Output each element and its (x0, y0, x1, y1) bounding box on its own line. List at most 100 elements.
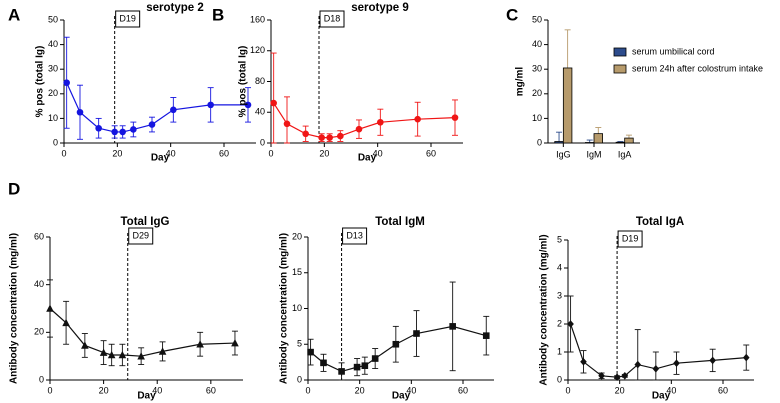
x-tick-label: 0 (61, 148, 66, 158)
y-tick-label: 40 (48, 39, 58, 49)
x-tick-label: 40 (666, 385, 676, 395)
y-tick-label: 0 (297, 374, 302, 384)
x-tick-label: 20 (355, 385, 365, 395)
marker (270, 99, 277, 107)
y-tick-label: 40 (532, 39, 542, 49)
x-tick-label: IgA (618, 149, 632, 159)
marker (231, 338, 239, 347)
y-tick-label: 3 (557, 290, 562, 300)
annotation-box (319, 10, 345, 28)
error-bar (270, 52, 277, 144)
marker (99, 348, 108, 356)
panel-label: A (8, 5, 20, 24)
y-axis-label: mg/ml (515, 67, 526, 97)
y-tick-label: 0 (537, 137, 542, 147)
chart-title: Total IgM (375, 216, 425, 228)
bar (624, 137, 634, 144)
x-tick-label: 40 (152, 385, 162, 395)
marker (107, 350, 116, 359)
marker (307, 348, 314, 356)
marker (482, 332, 490, 339)
marker (451, 114, 459, 121)
marker (196, 340, 204, 348)
y-tick-label: 50 (48, 14, 58, 24)
y-axis-label: Antibody concentration (mg/ml) (539, 234, 550, 385)
y-tick-label: 0 (557, 374, 562, 384)
x-axis-label: Day (652, 391, 671, 402)
marker (119, 128, 126, 136)
y-tick-label: 60 (34, 231, 44, 241)
marker (207, 101, 214, 109)
x-axis-label: Day (358, 153, 377, 164)
marker (95, 124, 102, 132)
marker (326, 134, 333, 141)
annotation-box (128, 227, 154, 245)
y-tick-label: 20 (532, 88, 542, 98)
x-tick-label: 60 (426, 148, 436, 158)
error-bar (284, 96, 290, 144)
x-tick-label: 0 (47, 385, 52, 395)
annotation: D19 (119, 13, 136, 23)
y-tick-label: 20 (292, 231, 302, 241)
y-tick-label: 30 (48, 64, 58, 74)
marker (652, 365, 660, 373)
y-tick-label: 40 (34, 279, 44, 289)
marker (130, 126, 137, 133)
y-tick-label: 80 (255, 76, 265, 86)
marker (111, 128, 118, 136)
marker (361, 362, 369, 369)
marker (414, 115, 421, 123)
legend-swatch (613, 47, 627, 57)
y-tick-label: 5 (297, 339, 302, 349)
data-line (310, 325, 487, 373)
marker (449, 323, 456, 330)
marker (371, 355, 379, 362)
x-tick-label: 20 (615, 385, 625, 395)
y-tick-label: 2 (557, 318, 562, 328)
marker (567, 320, 574, 328)
y-tick-label: 20 (34, 327, 44, 337)
y-axis-label: % pos (total Ig) (35, 46, 46, 118)
x-tick-label: 40 (166, 148, 176, 158)
annotation-box (617, 230, 643, 248)
y-tick-label: 10 (48, 113, 58, 123)
x-tick-label: 0 (565, 385, 570, 395)
x-tick-label: 60 (206, 385, 216, 395)
marker (137, 352, 145, 360)
data-line (570, 323, 747, 378)
chart-title: serotype 2 (146, 2, 204, 14)
panel-label: D (8, 179, 20, 198)
y-tick-label: 30 (532, 64, 542, 74)
y-tick-label: 0 (260, 137, 265, 147)
marker (244, 101, 252, 109)
marker (742, 353, 750, 362)
x-tick-label: 60 (718, 385, 728, 395)
annotation-box (342, 227, 368, 245)
y-tick-label: 160 (250, 14, 265, 24)
marker (673, 359, 680, 367)
x-tick-label: 20 (319, 148, 329, 158)
legend-swatch (613, 64, 627, 74)
annotation: D18 (324, 13, 341, 23)
marker (318, 134, 325, 141)
x-tick-label: 20 (112, 148, 122, 158)
x-tick-label: 0 (305, 385, 310, 395)
error-bar (634, 329, 641, 381)
x-tick-label: IgM (586, 149, 601, 159)
marker (170, 106, 177, 114)
marker (377, 118, 384, 126)
marker (355, 125, 363, 133)
y-axis-label: Antibody concentration (mg/ml) (9, 233, 20, 384)
x-tick-label: 0 (268, 148, 273, 158)
annotation-box (115, 10, 141, 28)
y-axis-label: % pos (total Ig) (238, 46, 249, 118)
bar (615, 141, 626, 144)
marker (118, 350, 127, 359)
chart-title: Total IgG (121, 216, 170, 228)
x-tick-label: 40 (406, 385, 416, 395)
marker (709, 356, 716, 365)
marker (46, 304, 54, 312)
y-tick-label: 120 (250, 45, 265, 55)
y-tick-label: 0 (53, 137, 58, 147)
